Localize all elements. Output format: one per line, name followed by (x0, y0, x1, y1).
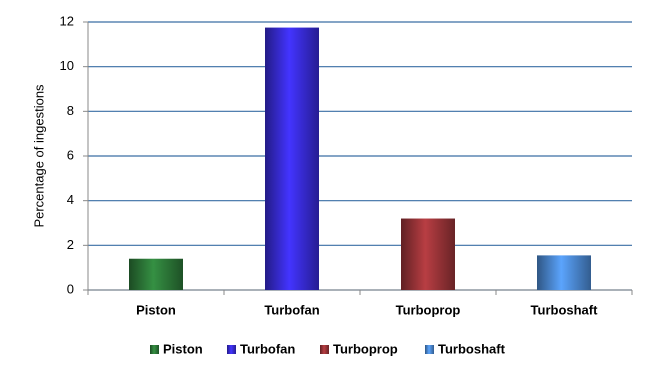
y-tick-label: 10 (60, 58, 74, 73)
y-tick-label: 4 (67, 192, 74, 207)
y-tick-label: 6 (67, 147, 74, 162)
x-tick-label: Turboshaft (531, 302, 599, 317)
bar (129, 258, 183, 290)
legend-swatch (425, 345, 434, 354)
legend-label: Piston (163, 341, 203, 356)
legend-label: Turboshaft (438, 341, 506, 356)
bar (401, 218, 455, 290)
y-tick-label: 8 (67, 103, 74, 118)
y-tick-label: 12 (60, 13, 74, 28)
y-tick-label: 0 (67, 281, 74, 296)
legend-swatch (320, 345, 329, 354)
legend-swatch (150, 345, 159, 354)
y-tick-label: 2 (67, 237, 74, 252)
bar (537, 255, 591, 290)
x-tick-label: Turboprop (396, 302, 461, 317)
legend-label: Turboprop (333, 341, 398, 356)
x-tick-label: Turbofan (264, 302, 319, 317)
x-tick-label: Piston (136, 302, 176, 317)
y-axis-label: Percentage of ingestions (31, 84, 46, 228)
legend-swatch (227, 345, 236, 354)
legend-label: Turbofan (240, 341, 295, 356)
bar (265, 27, 319, 290)
